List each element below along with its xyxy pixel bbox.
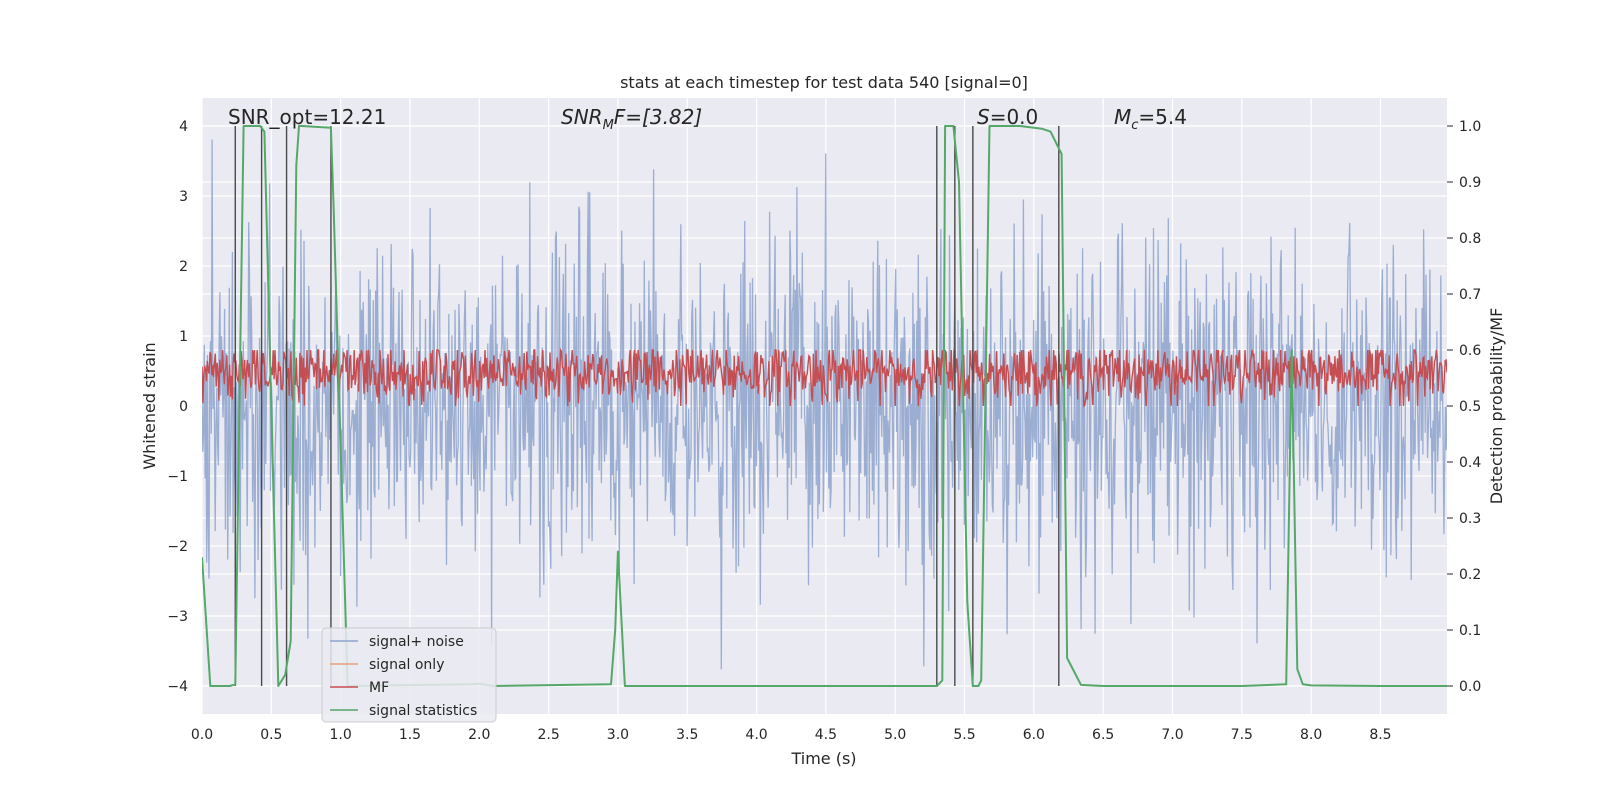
legend-box [321, 627, 497, 723]
vertical-markers [234, 126, 1060, 686]
x-tick-label: 4.5 [815, 727, 837, 743]
y-right-tick-label: 0.1 [1459, 623, 1481, 639]
annotation-snr-opt: SNR_opt=12.21 [228, 105, 386, 129]
x-axis-label: Time (s) [790, 749, 856, 768]
signal-noise-line [202, 139, 1447, 670]
y-axis-left-label: Whitened strain [140, 342, 159, 469]
x-tick-label: 0.5 [260, 727, 282, 743]
y-axis-right-label: Detection probability/MF [1487, 308, 1506, 505]
annotation-s: S=0.0 [977, 105, 1038, 129]
legend-label-signal-noise: signal+ noise [369, 634, 464, 650]
y-left-tick-label: 1 [179, 329, 188, 345]
legend-label-signal-statistics: signal statistics [369, 703, 477, 719]
plot-area [202, 125, 1447, 687]
legend-label-mf: MF [369, 680, 389, 696]
x-tick-label: 3.0 [607, 727, 629, 743]
x-tick-label: 3.5 [676, 727, 698, 743]
y-right-tick-label: 1.0 [1459, 119, 1481, 135]
x-tick-label: 7.0 [1161, 727, 1183, 743]
chart-title: stats at each timestep for test data 540… [620, 73, 1028, 92]
x-tick-label: 6.0 [1023, 727, 1045, 743]
y-left-tick-label: −4 [167, 679, 188, 695]
x-tick-label: 0.0 [191, 727, 213, 743]
y-left-tick-label: −3 [167, 609, 188, 625]
x-tick-label: 6.5 [1092, 727, 1114, 743]
x-tick-label: 8.5 [1369, 727, 1391, 743]
y-right-tick-label: 0.6 [1459, 343, 1481, 359]
legend: signal+ noise signal only MF signal stat… [321, 627, 497, 723]
y-right-tick-label: 0.9 [1459, 175, 1481, 191]
y-left-tick-label: 3 [179, 189, 188, 205]
y-left-tick-label: −1 [167, 469, 188, 485]
x-axis-ticks: 0.0 0.5 1.0 1.5 2.0 2.5 3.0 3.5 4.0 4.5 5.0 5.5 6.0 6… [191, 727, 1392, 743]
y-right-tick-label: 0.2 [1459, 567, 1481, 583]
y-right-tick-label: 0.8 [1459, 231, 1481, 247]
y-right-tick-label: 0.0 [1459, 679, 1481, 695]
y-left-tick-label: 4 [179, 119, 188, 135]
x-tick-label: 8.0 [1300, 727, 1322, 743]
mf-line [202, 347, 1447, 408]
x-tick-label: 1.5 [399, 727, 421, 743]
x-tick-label: 1.0 [330, 727, 352, 743]
signal-statistics-line [202, 125, 1447, 687]
x-tick-label: 4.0 [745, 727, 767, 743]
annotation-mc: Mc=5.4 [1114, 105, 1187, 133]
y-right-tick-label: 0.5 [1459, 399, 1481, 415]
x-tick-label: 5.5 [953, 727, 975, 743]
x-tick-label: 2.0 [468, 727, 490, 743]
y-left-tick-label: 2 [179, 259, 188, 275]
series-mf [202, 347, 1447, 408]
y-right-tick-label: 0.4 [1459, 455, 1481, 471]
y-right-tick-label: 0.7 [1459, 287, 1481, 303]
series-signal-noise [202, 139, 1447, 670]
series-signal-statistics [202, 125, 1447, 687]
legend-label-signal-only: signal only [369, 657, 444, 673]
x-tick-label: 5.0 [884, 727, 906, 743]
x-tick-label: 2.5 [537, 727, 559, 743]
y-left-tick-label: −2 [167, 539, 188, 555]
y-axis-right-ticks: 1.0 0.9 0.8 0.7 0.6 0.5 0.4 0.3 0.2 0.1 0.0 [1447, 119, 1481, 695]
annotation-snr-mf: SNRMF=[3.82] [561, 105, 702, 133]
y-axis-left-ticks: 4 3 2 1 0 −1 −2 −3 −4 [167, 119, 188, 695]
y-left-tick-label: 0 [179, 399, 188, 415]
y-right-tick-label: 0.3 [1459, 511, 1481, 527]
x-tick-label: 7.5 [1231, 727, 1253, 743]
